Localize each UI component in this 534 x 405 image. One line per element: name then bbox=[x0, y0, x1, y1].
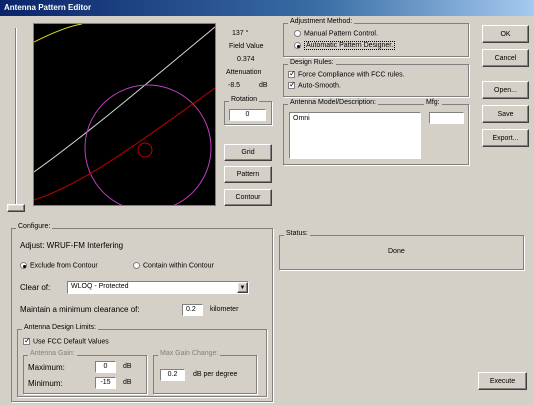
maximum-label: Maximum: bbox=[28, 363, 65, 372]
field-value-label: Field Value bbox=[229, 43, 264, 50]
minimum-unit: dB bbox=[123, 379, 132, 386]
antenna-gain-group: Antenna Gain: bbox=[23, 350, 147, 394]
clear-of-value: WLOQ - Protected bbox=[71, 283, 129, 290]
export-button[interactable]: Export... bbox=[482, 129, 529, 147]
design-limits-group: Antenna Design Limits: bbox=[17, 324, 267, 397]
adjustment-method-group: Adjustment Method: Manual Pattern Contro… bbox=[283, 18, 469, 57]
auto-smooth-check[interactable] bbox=[288, 80, 296, 90]
pattern-button[interactable]: Pattern bbox=[224, 166, 272, 183]
design-rules-legend: Design Rules: bbox=[288, 59, 336, 66]
open-button[interactable]: Open... bbox=[482, 81, 529, 99]
design-limits-legend: Antenna Design Limits: bbox=[22, 324, 98, 331]
auto-smooth-checkbox[interactable]: Auto-Smooth. bbox=[288, 80, 341, 90]
status-group: Status: Done bbox=[279, 230, 524, 270]
adjust-label: Adjust: WRUF-FM Interfering bbox=[20, 241, 124, 250]
antenna-gain-legend: Antenna Gain: bbox=[28, 350, 77, 357]
mfg-input[interactable] bbox=[429, 112, 464, 124]
pattern-plot-svg bbox=[33, 23, 216, 212]
manual-radio-circle[interactable] bbox=[294, 30, 301, 37]
max-gain-change-legend: Max Gain Change: bbox=[158, 350, 221, 357]
attenuation-unit: dB bbox=[259, 82, 268, 89]
chevron-down-icon[interactable]: ▼ bbox=[237, 282, 248, 293]
rotation-input[interactable]: 0 bbox=[229, 109, 266, 121]
contain-radio-label: Contain within Contour bbox=[143, 262, 214, 270]
max-gain-change-input[interactable]: 0.2 bbox=[160, 369, 185, 381]
force-compliance-label: Force Compliance with FCC rules. bbox=[298, 71, 405, 79]
execute-button[interactable]: Execute bbox=[478, 372, 527, 390]
auto-smooth-label: Auto-Smooth. bbox=[298, 82, 341, 90]
window-title: Antenna Pattern Editor bbox=[4, 3, 92, 12]
minimum-input[interactable]: -15 bbox=[95, 377, 116, 389]
use-fcc-check[interactable] bbox=[23, 336, 31, 346]
save-button[interactable]: Save bbox=[482, 105, 529, 123]
rotation-label: Rotation bbox=[229, 96, 260, 103]
contain-radio[interactable]: Contain within Contour bbox=[133, 262, 214, 269]
antenna-pattern-plot[interactable] bbox=[33, 23, 216, 212]
red-marker bbox=[137, 142, 153, 158]
attenuation-label: Attenuation bbox=[226, 69, 262, 76]
clear-of-label: Clear of: bbox=[20, 283, 51, 292]
model-description-input[interactable]: Omni bbox=[289, 112, 421, 159]
ok-button[interactable]: OK bbox=[482, 25, 529, 43]
automatic-radio[interactable]: Automatic Pattern Designer. bbox=[294, 41, 396, 51]
purple-circle bbox=[84, 84, 212, 212]
minimum-label: Minimum: bbox=[28, 379, 63, 388]
configure-legend: Configure: bbox=[16, 223, 53, 230]
field-value: 0.374 bbox=[237, 56, 255, 63]
contour-button[interactable]: Contour bbox=[224, 189, 272, 206]
maintain-label: Maintain a minimum clearance of: bbox=[20, 305, 140, 314]
status-value: Done bbox=[388, 248, 405, 255]
yellow-curve bbox=[33, 23, 83, 43]
attenuation-value: -8.5 bbox=[228, 82, 241, 89]
contain-radio-circle[interactable] bbox=[133, 262, 140, 269]
use-fcc-label: Use FCC Default Values bbox=[33, 338, 109, 346]
manual-radio[interactable]: Manual Pattern Control. bbox=[294, 30, 378, 37]
status-legend: Status: bbox=[284, 230, 310, 237]
model-group: Antenna Model/Description: Mfg: bbox=[283, 99, 469, 165]
title-bar: Antenna Pattern Editor bbox=[0, 0, 534, 16]
window-body: 137 ° Field Value 0.374 Attenuation -8.5… bbox=[0, 16, 534, 405]
exclude-radio-label: Exclude from Contour bbox=[30, 262, 98, 270]
cancel-button[interactable]: Cancel bbox=[482, 49, 529, 67]
slider-thumb[interactable] bbox=[7, 204, 25, 212]
automatic-radio-circle[interactable] bbox=[294, 42, 301, 49]
vertical-slider[interactable] bbox=[7, 28, 25, 212]
rotation-group: Rotation bbox=[224, 96, 272, 125]
force-compliance-check[interactable] bbox=[288, 69, 296, 79]
red-curve bbox=[33, 87, 216, 201]
max-gain-change-group: Max Gain Change: bbox=[153, 350, 257, 394]
max-gain-change-unit: dB per degree bbox=[193, 371, 238, 378]
model-description-value: Omni bbox=[293, 115, 310, 122]
exclude-radio-circle[interactable] bbox=[20, 262, 27, 269]
exclude-radio[interactable]: Exclude from Contour bbox=[20, 262, 98, 269]
clearance-input[interactable]: 0.2 bbox=[182, 304, 203, 316]
mfg-label: Mfg: bbox=[424, 99, 442, 106]
clearance-unit: kilometer bbox=[210, 306, 239, 313]
automatic-radio-label: Automatic Pattern Designer. bbox=[304, 41, 396, 51]
manual-radio-label: Manual Pattern Control. bbox=[304, 30, 378, 38]
design-rules-group: Design Rules: Force Compliance with FCC … bbox=[283, 59, 469, 97]
configure-group: Configure: bbox=[11, 223, 273, 402]
clear-of-select[interactable]: WLOQ - Protected ▼ bbox=[67, 281, 249, 294]
maximum-unit: dB bbox=[123, 363, 132, 370]
white-curve bbox=[33, 26, 216, 173]
grid-button[interactable]: Grid bbox=[224, 144, 272, 161]
maximum-input[interactable]: 0 bbox=[95, 361, 116, 373]
model-label: Antenna Model/Description: bbox=[288, 99, 378, 106]
use-fcc-checkbox[interactable]: Use FCC Default Values bbox=[23, 336, 109, 346]
adjustment-method-legend: Adjustment Method: bbox=[288, 18, 355, 25]
force-compliance-checkbox[interactable]: Force Compliance with FCC rules. bbox=[288, 69, 405, 79]
angle-readout: 137 ° bbox=[232, 30, 249, 37]
